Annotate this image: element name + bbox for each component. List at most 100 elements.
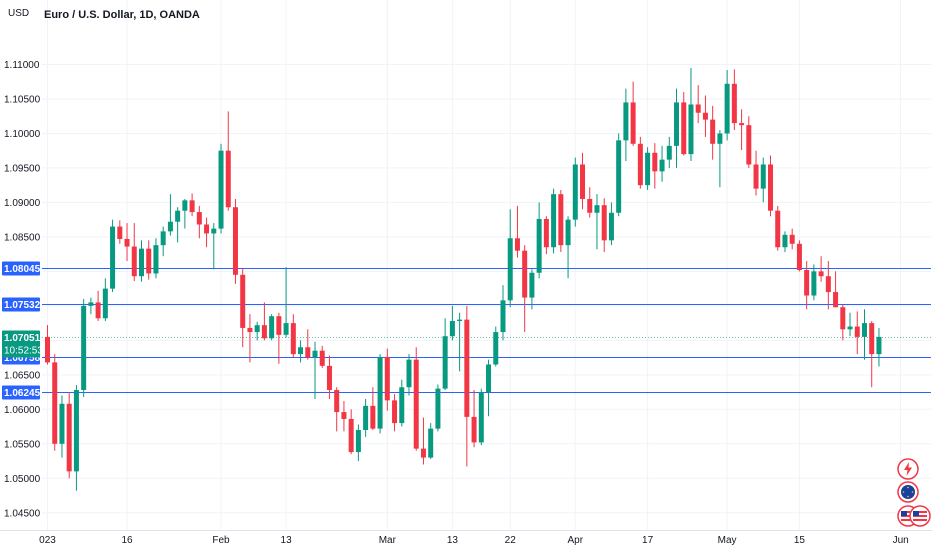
candle-body (81, 305, 87, 390)
x-tick-label: 16 (121, 535, 133, 546)
candle-body (818, 271, 824, 277)
candle-body (775, 210, 781, 248)
candle-body (543, 218, 549, 248)
candle-body (717, 133, 723, 144)
candle (789, 228, 795, 250)
candle-body (283, 323, 289, 335)
candle-body (854, 326, 860, 337)
y-tick-label: 1.10000 (4, 129, 41, 140)
candle-body (240, 274, 246, 328)
candle (45, 325, 50, 365)
candle-body (565, 219, 571, 246)
candle-body (637, 143, 643, 186)
candle-body (796, 243, 802, 270)
candle (406, 354, 412, 396)
candle (73, 385, 79, 491)
x-tick-label: 22 (505, 535, 517, 546)
candle-body (117, 226, 123, 239)
candle (175, 207, 181, 243)
candle-body (840, 307, 846, 330)
candle (363, 398, 369, 437)
candle (153, 238, 159, 279)
candle (305, 329, 311, 360)
candle (298, 340, 304, 363)
candle (861, 309, 867, 360)
candle (189, 193, 195, 217)
candle-body (298, 347, 304, 355)
candle (117, 220, 123, 244)
price-level-badge (2, 261, 40, 276)
x-tick-label: 023 (39, 535, 56, 546)
candle (269, 314, 275, 341)
candle-body (580, 164, 586, 199)
last-price-label: 1.07051 (4, 333, 41, 344)
candle (782, 231, 788, 253)
candle-body (153, 245, 159, 274)
candle (630, 81, 636, 146)
candle (746, 116, 752, 168)
candle-body (131, 246, 137, 277)
candle-body (160, 231, 166, 246)
lightning-icon[interactable] (897, 458, 919, 480)
candle (326, 355, 332, 399)
candle (464, 305, 470, 467)
candle-body (493, 332, 499, 365)
candle (833, 271, 839, 308)
candle (818, 256, 824, 282)
price-level-label: 1.08045 (4, 264, 41, 275)
candle-body (768, 164, 773, 211)
candle-body (211, 228, 217, 234)
candle-body (486, 364, 492, 393)
candle (854, 311, 860, 355)
candle-body (601, 205, 607, 241)
candle (247, 314, 253, 363)
x-tick-label: 15 (794, 535, 806, 546)
y-tick-label: 1.11000 (4, 60, 40, 71)
x-tick-label: May (718, 535, 737, 546)
candle-body (457, 319, 463, 322)
candle-body (182, 200, 188, 211)
candle-body (247, 327, 253, 333)
price-axis[interactable]: 1.11000 1.10500 1.10000 1.09500 1.09000 1.085… (2, 60, 43, 519)
eu-flag-icon[interactable] (897, 481, 919, 503)
candle-body (254, 325, 260, 333)
candle-body (825, 276, 831, 293)
candle-body (869, 323, 875, 355)
time-axis[interactable]: 023 16 Feb 13 Mar 13 22 Apr 17 May 15 Jun (39, 535, 909, 546)
candle-body (449, 321, 455, 337)
candle (558, 190, 564, 253)
candle-body (59, 403, 65, 444)
candle (507, 209, 513, 308)
candle (81, 298, 87, 397)
candle (457, 312, 463, 372)
candle (88, 297, 94, 315)
candle-body (218, 150, 224, 229)
candle (775, 205, 781, 251)
candle (637, 136, 643, 189)
candle (160, 226, 166, 257)
candle (355, 424, 361, 462)
candle (399, 379, 405, 427)
candle-body (645, 152, 651, 186)
candle-body (652, 152, 658, 172)
candle-body (428, 428, 434, 458)
candle (66, 392, 72, 479)
candle-body (536, 218, 542, 273)
candle-body (847, 326, 853, 330)
candle-body (167, 221, 173, 232)
y-tick-label: 1.09000 (4, 198, 41, 209)
candle (254, 321, 260, 341)
candle-body (724, 83, 730, 134)
price-level-badge (2, 385, 40, 400)
candle-body (146, 248, 152, 274)
candle-body (290, 323, 296, 355)
candle (543, 216, 549, 255)
candle (167, 194, 173, 236)
candle (377, 354, 383, 434)
us-flag-icon[interactable] (897, 505, 931, 527)
candle-body (529, 272, 535, 298)
candle-body (710, 119, 716, 144)
candle (659, 145, 665, 182)
